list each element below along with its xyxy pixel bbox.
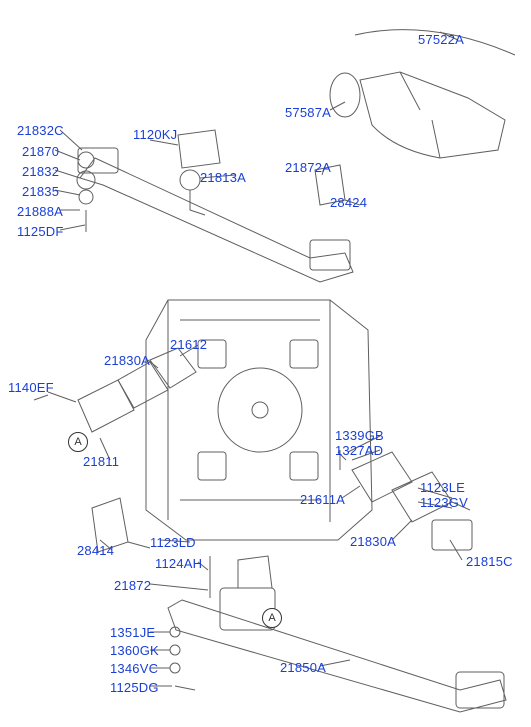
callout-21830A-bottom[interactable]: 21830A xyxy=(350,534,396,549)
callout-1123LD[interactable]: 1123LD xyxy=(150,535,196,550)
callout-21850A[interactable]: 21850A xyxy=(280,660,326,675)
callout-21832[interactable]: 21832 xyxy=(22,164,59,179)
callout-21870[interactable]: 21870 xyxy=(22,144,59,159)
callout-21813A[interactable]: 21813A xyxy=(200,170,246,185)
callout-21811[interactable]: 21811 xyxy=(83,454,119,469)
callout-57587A[interactable]: 57587A xyxy=(285,105,331,120)
marker-a-2: A xyxy=(262,608,282,628)
callout-21872[interactable]: 21872 xyxy=(114,578,151,593)
callout-57522A[interactable]: 57522A xyxy=(418,32,464,47)
callout-1124AH[interactable]: 1124AH xyxy=(155,556,202,571)
callout-1125DG[interactable]: 1125DG xyxy=(110,680,159,695)
callout-21832C[interactable]: 21832C xyxy=(17,123,64,138)
callout-21835[interactable]: 21835 xyxy=(22,184,59,199)
callout-1360GK[interactable]: 1360GK xyxy=(110,643,159,658)
marker-text: A xyxy=(268,612,275,624)
callout-21611A[interactable]: 21611A xyxy=(300,492,345,507)
callout-1140EF[interactable]: 1140EF xyxy=(8,380,54,395)
callout-1346VC[interactable]: 1346VC xyxy=(110,661,158,676)
callout-21888A[interactable]: 21888A xyxy=(17,204,63,219)
callout-21612[interactable]: 21612 xyxy=(170,337,207,352)
callout-1339GB[interactable]: 1339GB xyxy=(335,428,384,443)
callout-28424[interactable]: 28424 xyxy=(330,195,367,210)
callout-28414[interactable]: 28414 xyxy=(77,543,114,558)
callout-21830A-top[interactable]: 21830A xyxy=(104,353,150,368)
callout-21872A[interactable]: 21872A xyxy=(285,160,331,175)
callout-1327AD[interactable]: 1327AD xyxy=(335,443,383,458)
callout-1125DF[interactable]: 1125DF xyxy=(17,224,63,239)
callout-1123LE[interactable]: 1123LE xyxy=(420,480,465,495)
callout-1123GV[interactable]: 1123GV xyxy=(420,495,468,510)
callout-21815C[interactable]: 21815C xyxy=(466,554,513,569)
marker-text: A xyxy=(74,436,81,448)
callout-1351JE[interactable]: 1351JE xyxy=(110,625,155,640)
callout-1120KJ[interactable]: 1120KJ xyxy=(133,127,177,142)
marker-a-1: A xyxy=(68,432,88,452)
